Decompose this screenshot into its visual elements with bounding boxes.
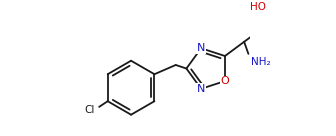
Text: N: N (197, 43, 205, 53)
Text: NH₂: NH₂ (251, 57, 271, 67)
Text: O: O (220, 76, 229, 86)
Text: HO: HO (250, 2, 266, 12)
Text: Cl: Cl (85, 105, 95, 115)
Text: N: N (197, 84, 205, 94)
